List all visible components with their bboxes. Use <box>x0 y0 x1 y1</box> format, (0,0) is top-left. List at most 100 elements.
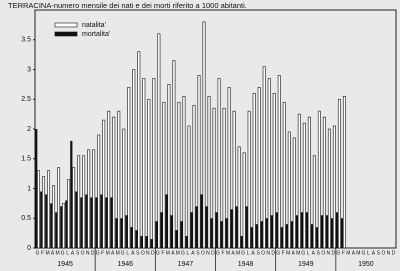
bar <box>297 113 301 249</box>
x-tick-label: S <box>377 250 381 256</box>
bar <box>212 107 216 249</box>
bar <box>117 110 121 249</box>
x-tick-label: A <box>372 250 376 256</box>
bar <box>255 224 258 248</box>
bar <box>130 227 133 248</box>
bar <box>87 149 91 249</box>
bar <box>242 152 246 249</box>
bar <box>135 230 138 248</box>
bar <box>325 215 329 248</box>
bar <box>160 212 163 248</box>
x-tick-label: D <box>211 250 215 256</box>
bar <box>277 75 281 249</box>
x-tick-label: A <box>51 250 55 256</box>
bar <box>132 69 136 249</box>
x-tick-label: M <box>226 250 230 256</box>
bar <box>145 236 148 248</box>
x-tick-label: S <box>317 250 321 256</box>
bar <box>152 78 156 249</box>
x-tick-label: G <box>61 250 65 256</box>
bar <box>190 212 193 248</box>
bar <box>120 218 123 248</box>
bar <box>330 218 334 248</box>
x-tick-label: G <box>156 250 160 256</box>
x-tick-label: M <box>296 250 300 256</box>
bar <box>80 197 83 248</box>
y-tick-label: 2 <box>27 126 31 133</box>
bar <box>317 110 321 249</box>
x-tick-label: M <box>55 250 59 256</box>
bar <box>127 87 131 249</box>
bar <box>207 95 211 249</box>
bar <box>300 212 304 248</box>
x-tick-label: M <box>106 250 110 256</box>
bar <box>142 78 146 249</box>
x-tick-label: D <box>392 250 396 256</box>
x-tick-label: L <box>66 250 69 256</box>
bar <box>187 125 191 249</box>
x-tick-label: O <box>321 250 325 256</box>
bar <box>320 215 324 248</box>
x-tick-label: M <box>346 250 350 256</box>
bar <box>252 93 256 249</box>
bar <box>115 218 118 248</box>
x-tick-label: A <box>312 250 316 256</box>
bar <box>60 206 63 248</box>
bar <box>112 116 116 249</box>
x-tick-label: G <box>36 250 40 256</box>
bar <box>140 236 143 248</box>
bar <box>75 191 78 248</box>
bar <box>335 212 339 248</box>
bar <box>97 134 101 249</box>
bar <box>95 197 98 248</box>
x-tick-label: M <box>166 250 170 256</box>
x-tick-label: F <box>101 250 104 256</box>
bar <box>247 110 251 249</box>
x-tick-label: N <box>327 250 331 256</box>
x-tick-label: S <box>136 250 140 256</box>
bar <box>222 107 226 249</box>
bar <box>40 191 43 248</box>
x-tick-label: S <box>256 250 260 256</box>
bar <box>85 194 88 248</box>
bar <box>170 215 173 248</box>
bar <box>107 110 111 249</box>
x-tick-label: O <box>81 250 85 256</box>
bar <box>210 218 213 248</box>
bar <box>227 87 231 249</box>
x-tick-label: N <box>387 250 391 256</box>
bar <box>220 221 223 248</box>
bar <box>155 221 158 248</box>
year-label: 1950 <box>358 261 374 268</box>
legend-label: mortalita' <box>82 31 110 38</box>
bar <box>192 104 196 249</box>
bar <box>315 227 319 248</box>
bar <box>275 212 278 248</box>
bar <box>280 227 283 248</box>
chart-title: TERRACINA-numero mensile dei nati e dei … <box>8 1 247 10</box>
x-tick-label: A <box>352 250 356 256</box>
bar <box>205 206 208 248</box>
bar <box>157 33 161 249</box>
x-tick-label: S <box>196 250 200 256</box>
y-tick-label: 3 <box>27 66 31 73</box>
x-tick-label: A <box>292 250 296 256</box>
bar <box>337 98 341 249</box>
bar <box>305 212 309 248</box>
bar <box>105 197 108 248</box>
bar <box>82 155 86 249</box>
bar <box>262 66 266 249</box>
bar <box>197 75 201 249</box>
bar <box>245 206 248 248</box>
bar <box>295 215 299 248</box>
x-tick-label: M <box>286 250 290 256</box>
bar <box>332 125 336 249</box>
bar <box>287 131 291 249</box>
bar <box>250 227 253 248</box>
bar <box>65 200 68 248</box>
bar <box>172 60 176 249</box>
bar <box>102 119 106 249</box>
x-tick-label: A <box>111 250 115 256</box>
